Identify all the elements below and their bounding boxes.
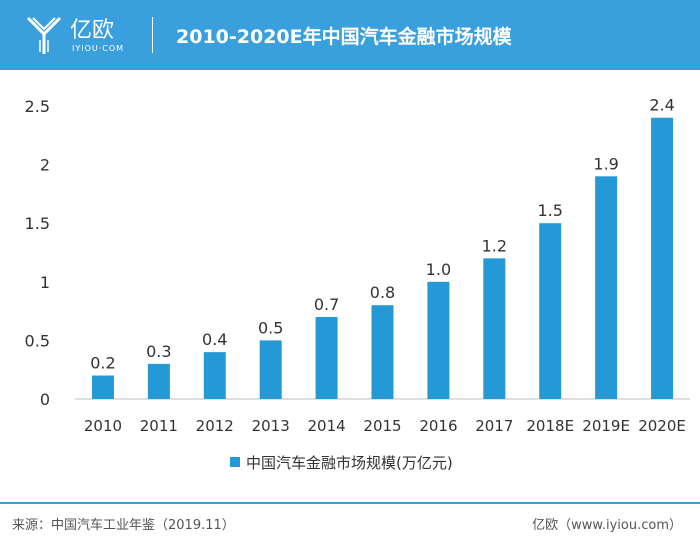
header-bar: 亿欧 IYIOU·COM 2010-2020E年中国汽车金融市场规模 — [0, 0, 700, 70]
x-tick-label: 2015 — [363, 417, 401, 435]
x-tick-label: 2019E — [582, 417, 630, 435]
bar-2012 — [203, 352, 226, 399]
data-label: 1.5 — [538, 201, 563, 220]
legend-swatch — [230, 457, 240, 467]
data-label: 0.2 — [90, 354, 115, 373]
x-tick-label: 2013 — [252, 417, 290, 435]
iyiou-logo-icon — [26, 16, 62, 54]
bar-2013 — [259, 340, 282, 399]
bar-2011 — [147, 363, 170, 399]
x-tick-label: 2014 — [307, 417, 345, 435]
bar-2010 — [91, 375, 114, 399]
x-tick-label: 2018E — [526, 417, 574, 435]
data-label: 0.7 — [314, 295, 339, 314]
y-tick-label: 1 — [40, 273, 50, 292]
x-tick-label: 2010 — [84, 417, 122, 435]
source-note: 来源：中国汽车工业年鉴（2019.11） — [12, 518, 235, 533]
bar-2014 — [315, 316, 338, 399]
footer-divider — [0, 502, 700, 504]
x-tick-label: 2011 — [140, 417, 178, 435]
chart-legend: 中国汽车金融市场规模(万亿元) — [230, 452, 453, 473]
y-tick-label: 0.5 — [25, 331, 50, 350]
legend-label: 中国汽车金融市场规模(万亿元) — [246, 454, 453, 472]
brand-domain: IYIOU·COM — [72, 44, 125, 53]
page-title: 2010-2020E年中国汽车金融市场规模 — [176, 26, 512, 48]
data-label: 0.4 — [202, 330, 227, 349]
data-label: 1.0 — [426, 260, 451, 279]
brand-name: 亿欧 — [70, 18, 115, 43]
data-label: 0.3 — [146, 342, 171, 361]
data-label: 1.2 — [482, 236, 507, 255]
y-tick-label: 0 — [40, 390, 50, 409]
bar-2020e — [651, 117, 674, 399]
x-tick-label: 2012 — [196, 417, 234, 435]
data-label: 1.9 — [593, 154, 618, 173]
bar-2019e — [595, 176, 618, 399]
data-label: 0.5 — [258, 318, 283, 337]
x-tick-label: 2016 — [419, 417, 457, 435]
bar-2018e — [539, 223, 562, 399]
y-tick-label: 2 — [40, 156, 50, 175]
header-divider — [152, 17, 153, 53]
x-tick-label: 2020E — [638, 417, 686, 435]
footer-brand: 亿欧（www.iyiou.com） — [532, 518, 682, 533]
data-label: 0.8 — [370, 283, 395, 302]
bar-2017 — [483, 258, 506, 399]
data-label: 2.4 — [649, 96, 674, 115]
bar-2016 — [427, 281, 450, 399]
bar-2015 — [371, 305, 394, 399]
x-tick-label: 2017 — [475, 417, 513, 435]
y-tick-label: 1.5 — [25, 214, 50, 233]
y-tick-label: 2.5 — [25, 97, 50, 116]
bar-chart: 0 0.5 1 1.5 2 2.5 0.2 2010 0.3 2011 0.4 2012 0.5 2013… — [25, 96, 690, 435]
